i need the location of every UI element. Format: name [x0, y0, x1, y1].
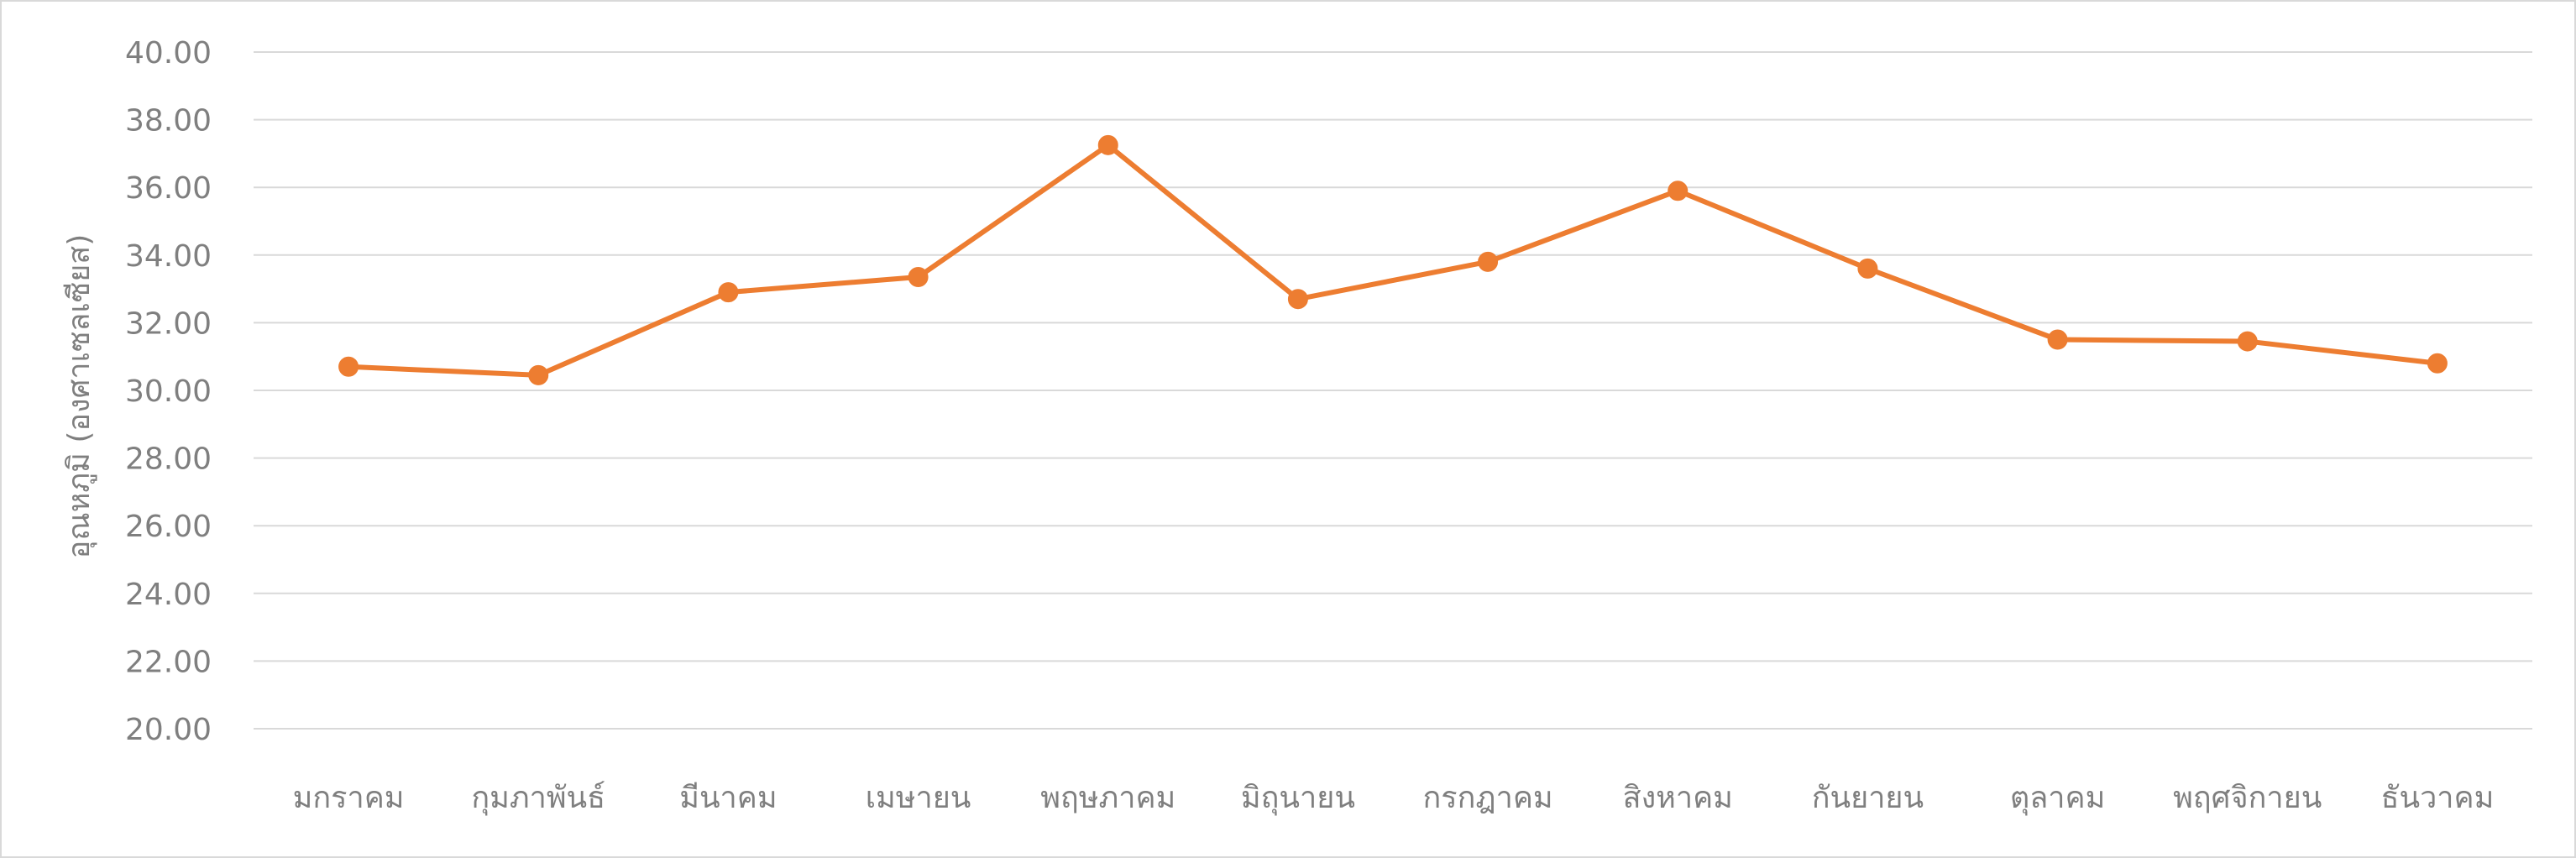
x-tick-label: กรกฎาคม [1423, 781, 1553, 815]
data-point [1857, 258, 1878, 279]
gridlines [254, 51, 2532, 730]
data-point [1287, 289, 1308, 310]
y-tick-label: 30.00 [125, 374, 212, 409]
y-tick-label: 20.00 [125, 713, 212, 747]
x-tick-label: สิงหาคม [1623, 781, 1733, 815]
y-tick-label: 32.00 [125, 306, 212, 341]
data-point [1478, 251, 1499, 272]
data-point [1097, 134, 1118, 155]
data-point [528, 364, 549, 385]
x-tick-label: มิถุนายน [1241, 781, 1355, 816]
x-tick-label: กุมภาพันธ์ [471, 781, 605, 816]
data-point [338, 356, 359, 377]
data-point [2427, 353, 2448, 374]
data-point [2047, 329, 2068, 350]
y-tick-label: 34.00 [125, 239, 212, 274]
y-tick-label: 38.00 [125, 104, 212, 139]
series-line [346, 142, 2440, 378]
y-tick-label: 36.00 [125, 171, 212, 206]
series-layer [338, 134, 2448, 385]
y-tick-label: 28.00 [125, 442, 212, 477]
x-tick-label: มีนาคม [679, 781, 777, 815]
x-tick-label: มกราคม [293, 781, 405, 815]
data-point [908, 266, 929, 287]
y-axis-tick-labels: 20.00 22.00 24.00 26.00 28.00 30.00 32.00 34.00… [125, 36, 212, 747]
x-tick-label: ตุลาคม [2010, 781, 2105, 816]
y-axis-title: อุณหภูมิ (องศาเซลเซียส) [62, 234, 97, 559]
x-tick-label: ธันวาคม [2381, 781, 2495, 815]
data-point [718, 282, 739, 303]
data-point [2237, 331, 2258, 352]
y-tick-label: 24.00 [125, 578, 212, 612]
x-axis-tick-labels: มกราคม กุมภาพันธ์ มีนาคม เมษายน พฤษภาคม มิถุน… [293, 781, 2495, 816]
x-tick-label: กันยายน [1812, 781, 1924, 815]
x-tick-label: พฤศจิกายน [2173, 781, 2322, 815]
y-tick-label: 40.00 [125, 36, 212, 71]
y-tick-label: 26.00 [125, 510, 212, 544]
x-tick-label: เมษายน [866, 781, 971, 815]
y-tick-label: 22.00 [125, 645, 212, 679]
x-tick-label: พฤษภาคม [1040, 781, 1175, 815]
data-point [1668, 180, 1689, 201]
